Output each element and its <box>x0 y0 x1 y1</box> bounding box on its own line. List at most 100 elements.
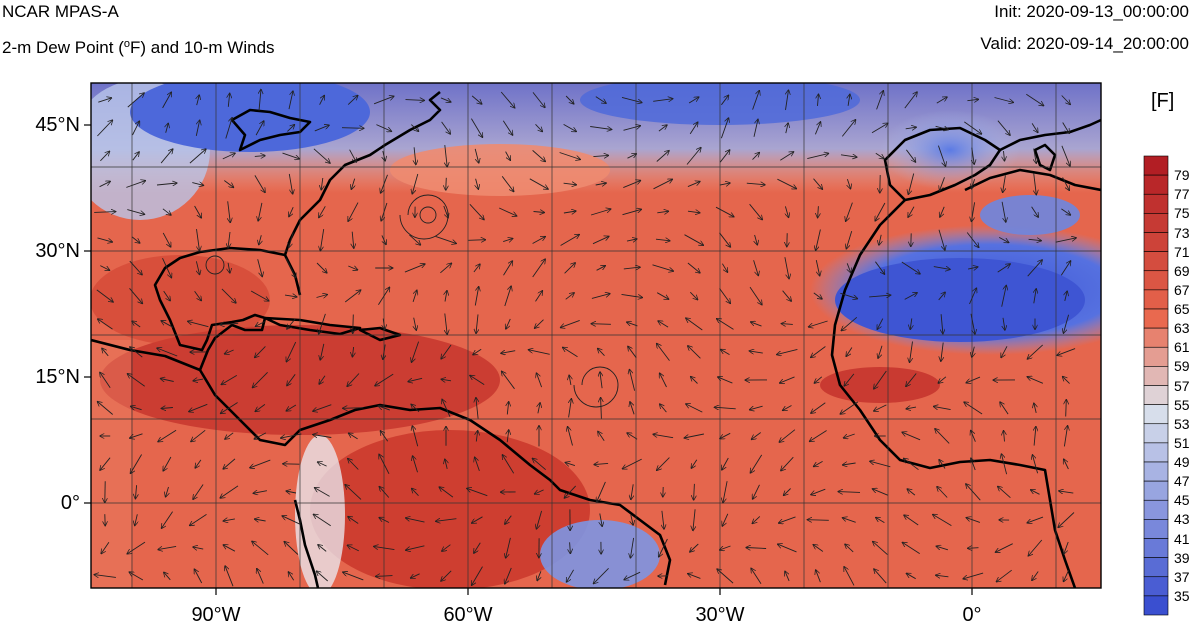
wind-arrow <box>475 457 480 472</box>
wind-arrow <box>98 319 113 330</box>
wind-arrow <box>375 373 394 386</box>
lon-label-30w: 30°W <box>695 604 745 626</box>
wind-arrow <box>100 457 111 471</box>
wind-arrow <box>688 574 701 579</box>
wind-arrow <box>933 406 951 411</box>
wind-arrow <box>937 487 948 498</box>
wind-arrow <box>1032 571 1039 581</box>
colorbar-box <box>1143 308 1169 329</box>
wind-arrow <box>750 454 763 473</box>
wind-arrow <box>374 546 395 551</box>
wind-arrow <box>627 154 637 159</box>
wind-arrow <box>780 376 795 383</box>
wind-arrow <box>1027 344 1044 359</box>
wind-arrow <box>537 571 541 580</box>
wind-arrow <box>94 212 116 213</box>
wind-arrow <box>717 319 734 330</box>
wind-arrow <box>746 548 767 549</box>
wind-arrow <box>468 240 485 241</box>
wind-arrow <box>194 569 203 584</box>
wind-arrow <box>532 237 546 244</box>
wind-arrow <box>532 458 546 471</box>
wind-arrow <box>411 404 420 413</box>
wind-arrow <box>777 348 798 354</box>
wind-arrow <box>476 178 479 190</box>
wind-arrow <box>687 211 700 213</box>
wind-arrow <box>1001 454 1008 475</box>
colorbar-box <box>1143 155 1169 176</box>
wind-arrow <box>904 92 917 109</box>
wind-arrow <box>1034 173 1037 195</box>
wind-arrow <box>286 341 297 362</box>
wind-arrow <box>195 120 199 136</box>
wind-arrow <box>690 543 699 552</box>
wind-arrow <box>630 537 635 558</box>
wind-arrow <box>257 568 264 584</box>
colorbar-box <box>1143 499 1169 520</box>
wind-arrow <box>749 351 763 353</box>
wind-arrow <box>196 261 199 274</box>
wind-arrow <box>348 517 359 524</box>
wind-arrow <box>97 402 113 415</box>
wind-arrow <box>378 406 390 411</box>
wind-arrow <box>349 149 357 163</box>
cyclone-swirl <box>399 194 449 240</box>
wind-arrow <box>871 123 888 134</box>
wind-arrow <box>1031 123 1038 132</box>
colorbar-level-label: 67 <box>1174 281 1190 298</box>
wind-arrow <box>127 93 144 108</box>
wind-arrow <box>411 341 420 363</box>
wind-arrow <box>1063 314 1070 334</box>
wind-arrow <box>755 234 758 245</box>
wind-arrow <box>471 95 482 104</box>
wind-arrow <box>846 202 853 222</box>
wind-arrow <box>470 375 485 385</box>
wind-arrow <box>901 261 920 274</box>
wind-arrow <box>1064 459 1069 470</box>
wind-arrow <box>162 208 171 215</box>
wind-arrow <box>906 149 915 162</box>
wind-arrow <box>193 484 204 500</box>
wind-arrow <box>565 462 576 465</box>
wind-arrow <box>941 314 943 334</box>
wind-arrow <box>655 239 670 241</box>
wind-arrow <box>593 567 609 583</box>
wind-arrow <box>223 545 236 552</box>
wind-arrow <box>623 180 640 189</box>
colorbar-box <box>1143 251 1169 272</box>
wind-arrow <box>163 290 171 301</box>
wind-arrow <box>353 314 354 334</box>
wind-arrow <box>222 153 235 160</box>
wind-arrow <box>590 126 612 130</box>
wind-arrow <box>501 176 514 191</box>
wind-arrow <box>156 183 177 185</box>
france-coast <box>999 118 1101 152</box>
wind-arrow <box>938 229 945 250</box>
wind-arrow <box>563 211 576 213</box>
wind-arrow <box>684 234 704 246</box>
wind-arrow <box>564 263 576 274</box>
wind-arrow <box>1034 289 1036 304</box>
wind-arrow <box>127 374 145 387</box>
field-title-prefix: 2-m Dew Point ( <box>2 38 124 57</box>
wind-arrow <box>595 183 607 185</box>
wind-arrow <box>906 373 917 387</box>
wind-arrow <box>253 491 267 494</box>
wind-arrow <box>933 514 952 526</box>
wind-arrow <box>662 510 664 529</box>
wind-arrow <box>158 545 177 549</box>
colorbar-box <box>1143 270 1169 291</box>
wind-arrow <box>195 459 202 468</box>
wind-arrow <box>938 376 947 383</box>
valid-time: Valid: 2020-09-14_20:00:00 <box>980 34 1189 53</box>
cyclone-center <box>419 206 437 224</box>
wind-arrow <box>689 122 698 135</box>
wind-arrow <box>564 485 577 498</box>
wind-arrow <box>1028 239 1042 240</box>
wind-arrow <box>590 209 611 216</box>
wind-arrow <box>906 407 917 409</box>
ne-brazil-dry <box>540 520 660 588</box>
wind-arrow <box>687 181 700 188</box>
wind-arrow <box>446 177 447 190</box>
wind-arrow <box>719 183 730 185</box>
